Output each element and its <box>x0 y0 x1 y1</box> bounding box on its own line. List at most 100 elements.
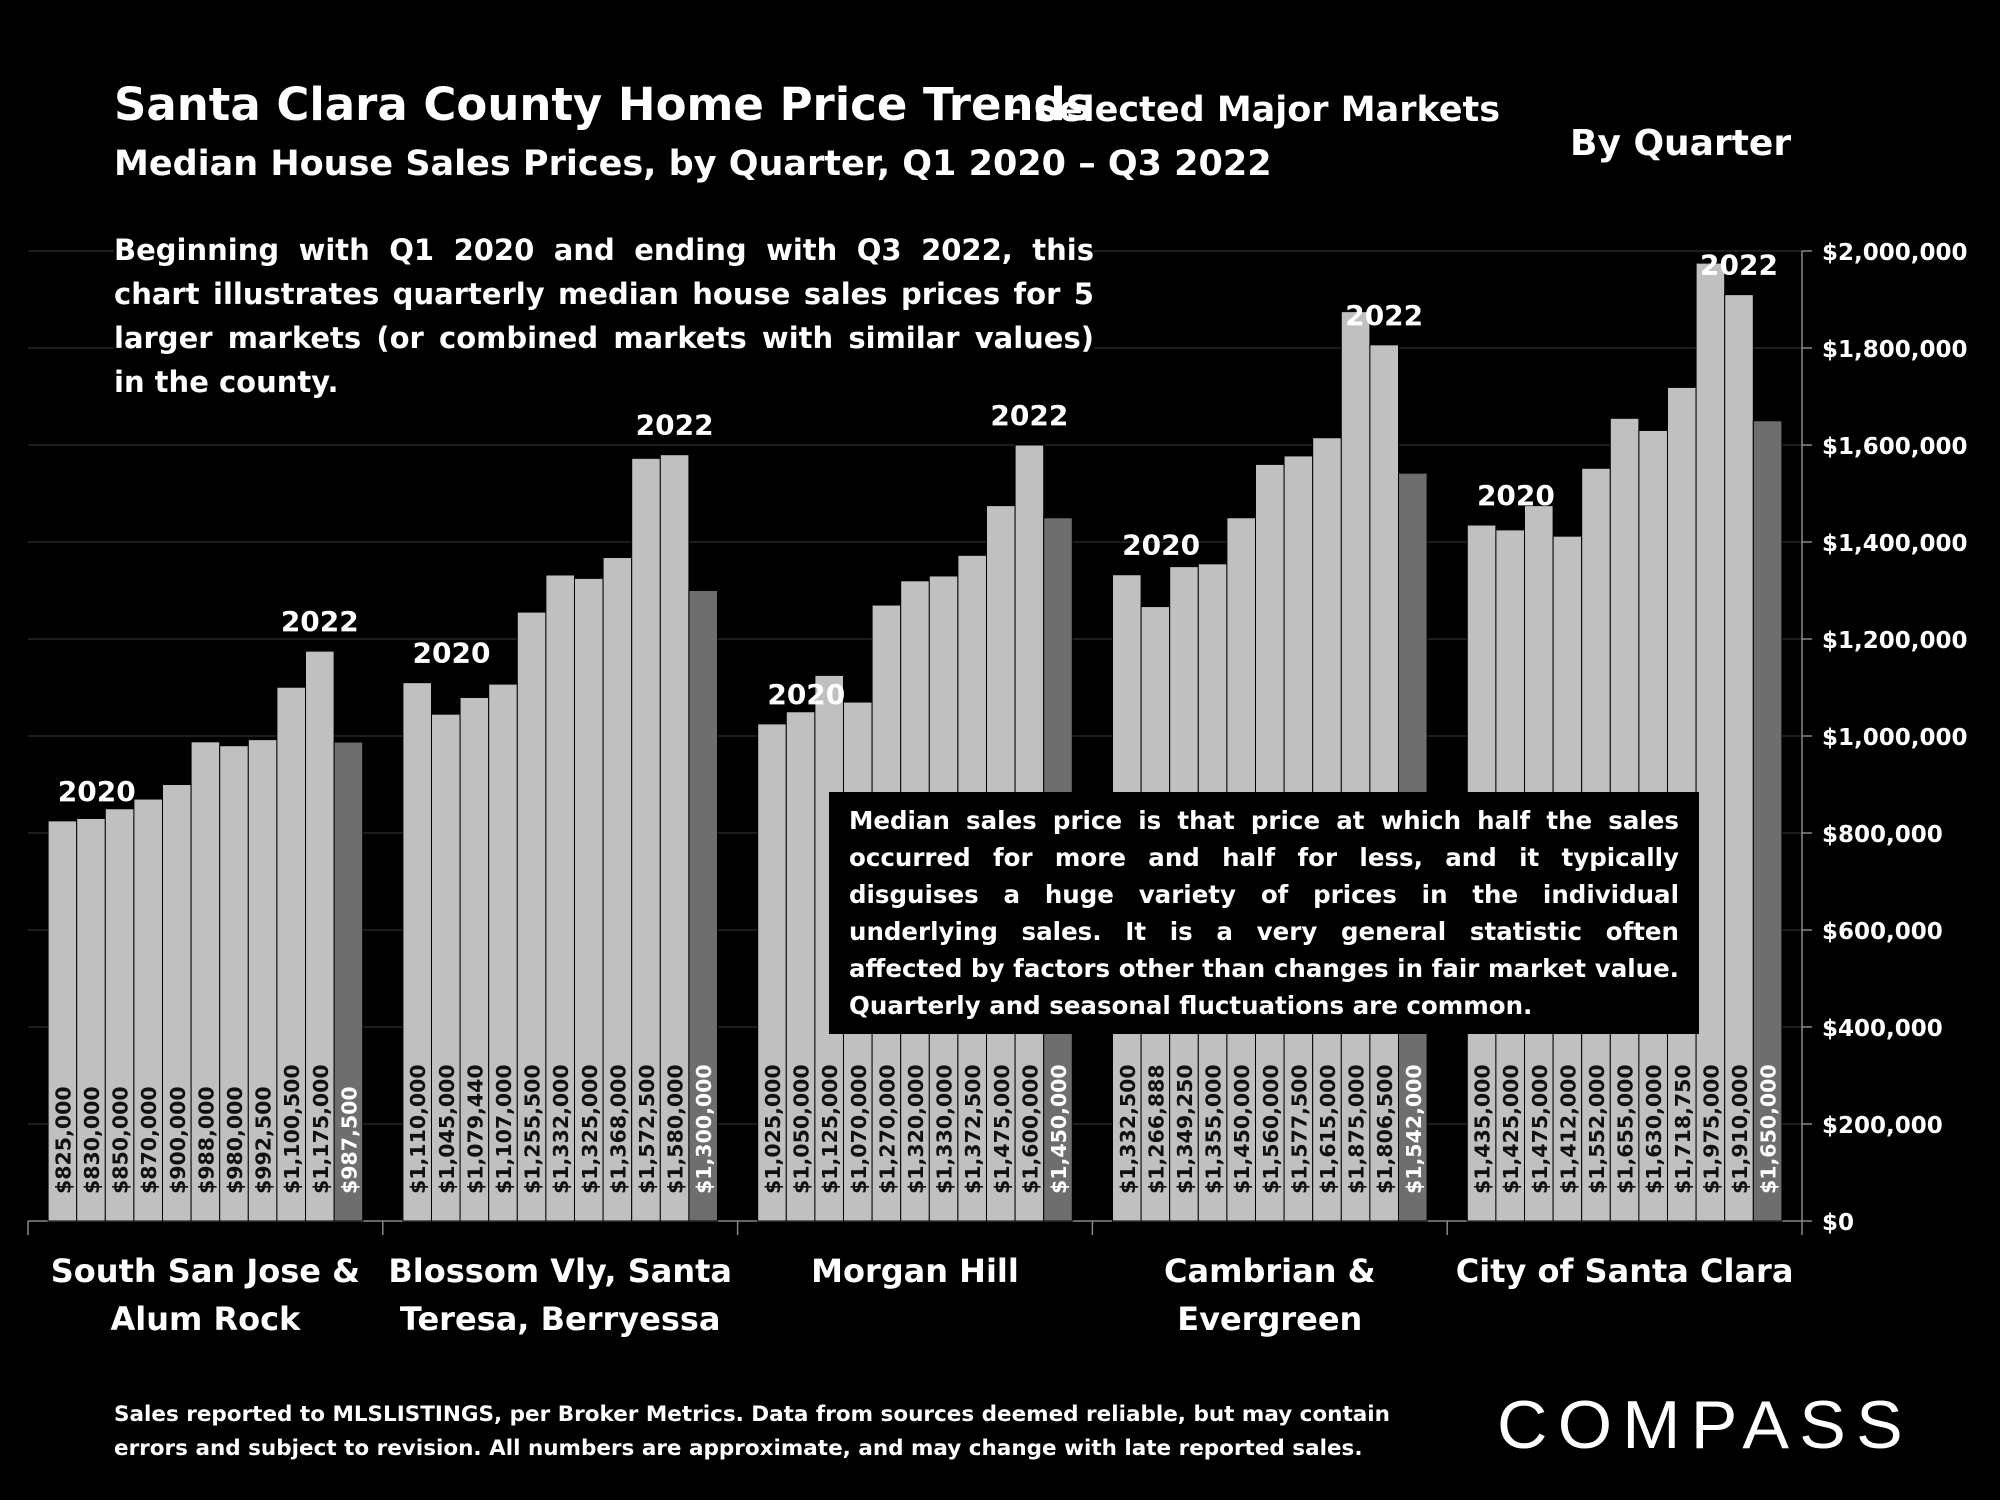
y-tick-label: $1,600,000 <box>1822 434 1968 460</box>
x-category-label: City of Santa Clara <box>1456 1252 1794 1290</box>
bar-value-label: $1,806,500 <box>1373 1064 1397 1194</box>
y-tick-label: $600,000 <box>1822 919 1943 945</box>
footer-disclaimer: Sales reported to MLSLISTINGS, per Broke… <box>114 1402 1390 1461</box>
bar-value-label: $1,300,000 <box>692 1064 716 1194</box>
bar-value-label: $1,475,000 <box>1528 1064 1552 1194</box>
logo-wordmark: COMPASS <box>1497 1387 1913 1463</box>
bar-value-label: $1,100,500 <box>280 1064 304 1194</box>
chart-title-suffix: – Selected Major Markets <box>1004 90 1501 130</box>
bar-value-label: $1,079,440 <box>463 1064 487 1194</box>
bar-value-label: $1,542,000 <box>1402 1064 1426 1194</box>
bar-value-label: $1,320,000 <box>904 1064 928 1194</box>
bar <box>305 650 335 1222</box>
bar-value-label: $987,500 <box>337 1086 361 1194</box>
bar-value-label: $992,500 <box>252 1086 276 1194</box>
x-category-label: Alum Rock <box>110 1300 301 1338</box>
year-start-label: 2020 <box>58 775 136 808</box>
bar-value-label: $870,000 <box>137 1086 161 1194</box>
bar-value-label: $830,000 <box>80 1086 104 1194</box>
y-tick-label: $1,800,000 <box>1822 337 1968 363</box>
bar-value-label: $1,125,000 <box>818 1064 842 1194</box>
bar-value-label: $1,975,000 <box>1699 1064 1723 1194</box>
bar <box>757 723 787 1222</box>
bar-value-label: $1,600,000 <box>1018 1064 1042 1194</box>
bar <box>1752 420 1783 1222</box>
bar-value-label: $1,577,500 <box>1287 1064 1311 1194</box>
by-quarter-label: By Quarter <box>1570 123 1792 164</box>
bar <box>133 798 163 1222</box>
median-note-box: Median sales price is that price at whic… <box>829 792 1699 1034</box>
year-start-label: 2020 <box>1122 529 1200 562</box>
bar-value-label: $1,330,000 <box>933 1064 957 1194</box>
bar-value-label: $1,718,750 <box>1671 1064 1695 1194</box>
chart-subtitle: Median House Sales Prices, by Quarter, Q… <box>114 144 1272 184</box>
y-tick-label: $400,000 <box>1822 1016 1943 1042</box>
bar-value-label: $1,572,500 <box>635 1064 659 1194</box>
bar-value-label: $1,349,250 <box>1173 1064 1197 1194</box>
bar-value-label: $1,412,000 <box>1556 1064 1580 1194</box>
bar <box>333 741 364 1222</box>
bar-value-label: $1,425,000 <box>1499 1064 1523 1194</box>
bar <box>1724 294 1754 1222</box>
x-category-label: Teresa, Berryessa <box>400 1300 721 1338</box>
bar <box>247 739 278 1222</box>
bar-value-label: $1,475,000 <box>990 1064 1014 1194</box>
y-tick-label: $0 <box>1822 1210 1854 1236</box>
bar <box>1369 344 1400 1222</box>
bar-value-label: $1,450,000 <box>1230 1064 1254 1194</box>
bar-value-label: $850,000 <box>109 1086 133 1194</box>
bar <box>1340 311 1371 1222</box>
bar-value-label: $1,107,000 <box>492 1064 516 1194</box>
x-category-label: Morgan Hill <box>811 1252 1019 1290</box>
year-end-label: 2022 <box>281 605 359 638</box>
bar-value-label: $1,266,888 <box>1144 1064 1168 1194</box>
bar <box>659 454 690 1222</box>
bar-value-label: $825,000 <box>51 1086 75 1194</box>
bar-value-label: $1,630,000 <box>1642 1064 1666 1194</box>
bar-value-label: $1,332,000 <box>549 1064 573 1194</box>
bar <box>402 682 432 1222</box>
bar-value-label: $980,000 <box>223 1086 247 1194</box>
bar-value-label: $1,175,000 <box>309 1064 333 1194</box>
bar <box>488 683 518 1222</box>
bar-value-label: $1,655,000 <box>1614 1064 1638 1194</box>
y-tick-label: $2,000,000 <box>1822 240 1968 266</box>
bar-value-label: $1,050,000 <box>790 1064 814 1194</box>
bar-value-label: $1,255,500 <box>521 1064 545 1194</box>
bar <box>219 745 249 1222</box>
bar-value-label: $1,615,000 <box>1316 1064 1340 1194</box>
bar-value-label: $1,580,000 <box>664 1064 688 1194</box>
y-tick-label: $800,000 <box>1822 822 1943 848</box>
bar <box>47 820 78 1222</box>
x-category-label: South San Jose & <box>51 1252 360 1290</box>
bar <box>459 696 490 1222</box>
bar-value-label: $1,025,000 <box>761 1064 785 1194</box>
x-category-label: Blossom Vly, Santa <box>388 1252 732 1290</box>
intro-text: Beginning with Q1 2020 and ending with Q… <box>114 228 1094 404</box>
bar-value-label: $1,368,000 <box>606 1064 630 1194</box>
bar-value-label: $1,270,000 <box>875 1064 899 1194</box>
year-start-label: 2020 <box>767 678 845 711</box>
bar <box>688 590 719 1222</box>
bar <box>602 557 633 1222</box>
bar <box>431 713 461 1222</box>
y-tick-label: $1,400,000 <box>1822 531 1968 557</box>
bar-value-label: $1,560,000 <box>1259 1064 1283 1194</box>
chart-title: Santa Clara County Home Price Trends <box>114 78 1093 131</box>
y-tick-label: $1,200,000 <box>1822 628 1968 654</box>
bar-value-label: $1,355,000 <box>1202 1064 1226 1194</box>
bar-value-label: $988,000 <box>194 1086 218 1194</box>
year-start-label: 2020 <box>413 637 491 670</box>
y-tick-label: $1,000,000 <box>1822 725 1968 751</box>
bar-value-label: $1,110,000 <box>406 1064 430 1194</box>
compass-logo: COMPASS <box>1497 1387 1913 1463</box>
bar-value-label: $1,045,000 <box>435 1064 459 1194</box>
bar-value-label: $1,332,500 <box>1116 1064 1140 1194</box>
bar-value-label: $1,325,000 <box>578 1064 602 1194</box>
year-end-label: 2022 <box>636 409 714 442</box>
bar-value-label: $1,650,000 <box>1757 1064 1781 1194</box>
bar-value-label: $1,070,000 <box>847 1064 871 1194</box>
x-category-label: Cambrian & <box>1164 1252 1376 1290</box>
year-end-label: 2022 <box>1700 249 1778 282</box>
